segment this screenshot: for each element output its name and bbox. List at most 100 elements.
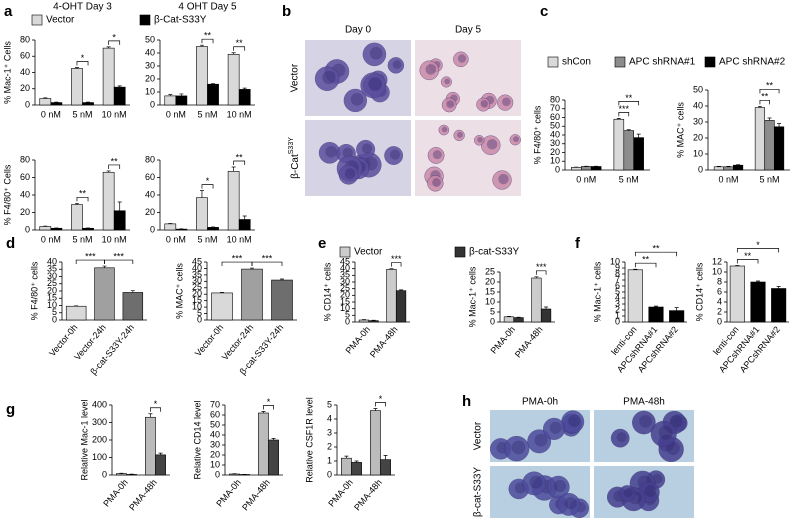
y-tick-label: 30 bbox=[47, 271, 57, 281]
cell-nucleus bbox=[480, 100, 488, 108]
y-axis-label: % CD14⁺ cells bbox=[694, 262, 704, 321]
legend-swatch bbox=[547, 56, 559, 68]
cell bbox=[632, 410, 656, 435]
cell bbox=[618, 485, 636, 502]
y-tick-label: 0 bbox=[25, 99, 30, 109]
column-label: Day 5 bbox=[455, 25, 482, 36]
bar bbox=[211, 292, 233, 321]
cell bbox=[557, 493, 581, 516]
y-tick-label: 40 bbox=[340, 263, 350, 273]
x-tick-label: 5 nM bbox=[197, 234, 217, 244]
significance-label: * bbox=[112, 32, 116, 42]
y-axis-label: % Mac-1⁺ cells bbox=[467, 266, 477, 327]
bar bbox=[164, 95, 177, 106]
significance-bracket bbox=[104, 259, 134, 265]
significance-label: ** bbox=[79, 189, 87, 199]
y-tick-label: 0 bbox=[717, 316, 722, 326]
panel-label: e bbox=[318, 235, 326, 252]
legend-label: APC shRNA#1 bbox=[629, 57, 696, 68]
panel-label: h bbox=[462, 393, 471, 410]
cell-nucleus bbox=[446, 100, 455, 109]
bar bbox=[50, 227, 63, 231]
bar bbox=[729, 265, 745, 323]
cell-nucleus bbox=[389, 149, 401, 160]
error-bar bbox=[344, 455, 349, 459]
error-bar bbox=[102, 265, 107, 268]
cell-nucleus bbox=[441, 126, 448, 133]
y-tick-label: 20 bbox=[20, 83, 30, 93]
y-tick-label: 40 bbox=[47, 256, 57, 266]
cell-nucleus bbox=[553, 479, 567, 493]
legend-label: Vector bbox=[354, 247, 383, 258]
y-tick-label: 0 bbox=[698, 164, 703, 174]
y-axis-label: Relative CD14 level bbox=[192, 400, 202, 479]
bar bbox=[623, 130, 635, 171]
y-tick-label: 4 bbox=[327, 413, 332, 423]
y-tick-label: 40 bbox=[550, 129, 560, 139]
error-bar bbox=[544, 306, 549, 309]
significance-label: ** bbox=[761, 92, 769, 102]
cell bbox=[438, 124, 450, 136]
error-bar bbox=[654, 305, 658, 307]
bar bbox=[71, 204, 83, 231]
significance-bracket bbox=[201, 38, 214, 44]
bar bbox=[351, 462, 362, 476]
row-label-sup: S33Y bbox=[288, 137, 295, 154]
bar bbox=[370, 410, 381, 476]
y-tick-label: 40 bbox=[20, 67, 30, 77]
x-tick-label: 0 nM bbox=[41, 234, 61, 244]
cell-nucleus bbox=[498, 173, 509, 185]
y-tick-label: 0 bbox=[215, 469, 220, 479]
y-tick-label: 60 bbox=[20, 172, 30, 182]
error-bar bbox=[168, 94, 173, 96]
y-tick-label: 60 bbox=[210, 409, 220, 419]
legend-label: Vector bbox=[46, 15, 75, 26]
bar bbox=[241, 268, 263, 321]
y-tick-label: 10 bbox=[192, 301, 202, 311]
error-bar bbox=[383, 455, 388, 460]
bar bbox=[39, 98, 52, 106]
y-tick-label: 0 bbox=[615, 316, 620, 326]
y-tick-label: 0 bbox=[555, 164, 560, 174]
y-tick-label: 5 bbox=[345, 310, 350, 320]
cell-nucleus bbox=[477, 137, 483, 143]
significance-bracket bbox=[251, 261, 283, 267]
cell-nucleus bbox=[369, 46, 383, 60]
error-bar bbox=[106, 170, 111, 173]
bar bbox=[571, 167, 582, 171]
significance-label: *** bbox=[619, 104, 630, 114]
cell bbox=[497, 94, 514, 111]
cell-nucleus bbox=[534, 433, 548, 447]
significance-bracket bbox=[536, 270, 547, 275]
x-tick-label: 5 nM bbox=[72, 109, 92, 119]
panel-label: b bbox=[282, 3, 291, 20]
cell bbox=[509, 134, 521, 146]
cell bbox=[427, 147, 445, 164]
cell-nucleus bbox=[644, 485, 657, 497]
significance-label: * bbox=[756, 240, 760, 250]
y-axis-label: % Mac-1⁺ Cells bbox=[2, 41, 12, 104]
cell bbox=[362, 42, 387, 67]
significance-label: ** bbox=[642, 255, 650, 265]
error-bar bbox=[158, 452, 163, 455]
panel-label: c bbox=[540, 3, 548, 20]
y-tick-label: 15 bbox=[192, 295, 202, 305]
y-tick-label: 1 bbox=[615, 310, 620, 320]
error-bar bbox=[220, 291, 224, 293]
cell bbox=[360, 72, 387, 99]
y-tick-label: 35 bbox=[192, 269, 202, 279]
cell-nucleus bbox=[616, 432, 627, 443]
bar bbox=[754, 107, 766, 171]
bar bbox=[65, 305, 87, 321]
significance-label: * bbox=[379, 394, 383, 404]
y-tick-label: 2 bbox=[717, 306, 722, 316]
significance-bracket bbox=[150, 407, 161, 412]
y-tick-label: 10 bbox=[210, 459, 220, 469]
panel-label: g bbox=[6, 401, 15, 418]
y-tick-label: 50 bbox=[550, 121, 560, 131]
cell-nucleus bbox=[568, 414, 581, 427]
bar bbox=[155, 454, 166, 476]
bar bbox=[368, 320, 379, 323]
cell bbox=[441, 97, 457, 113]
